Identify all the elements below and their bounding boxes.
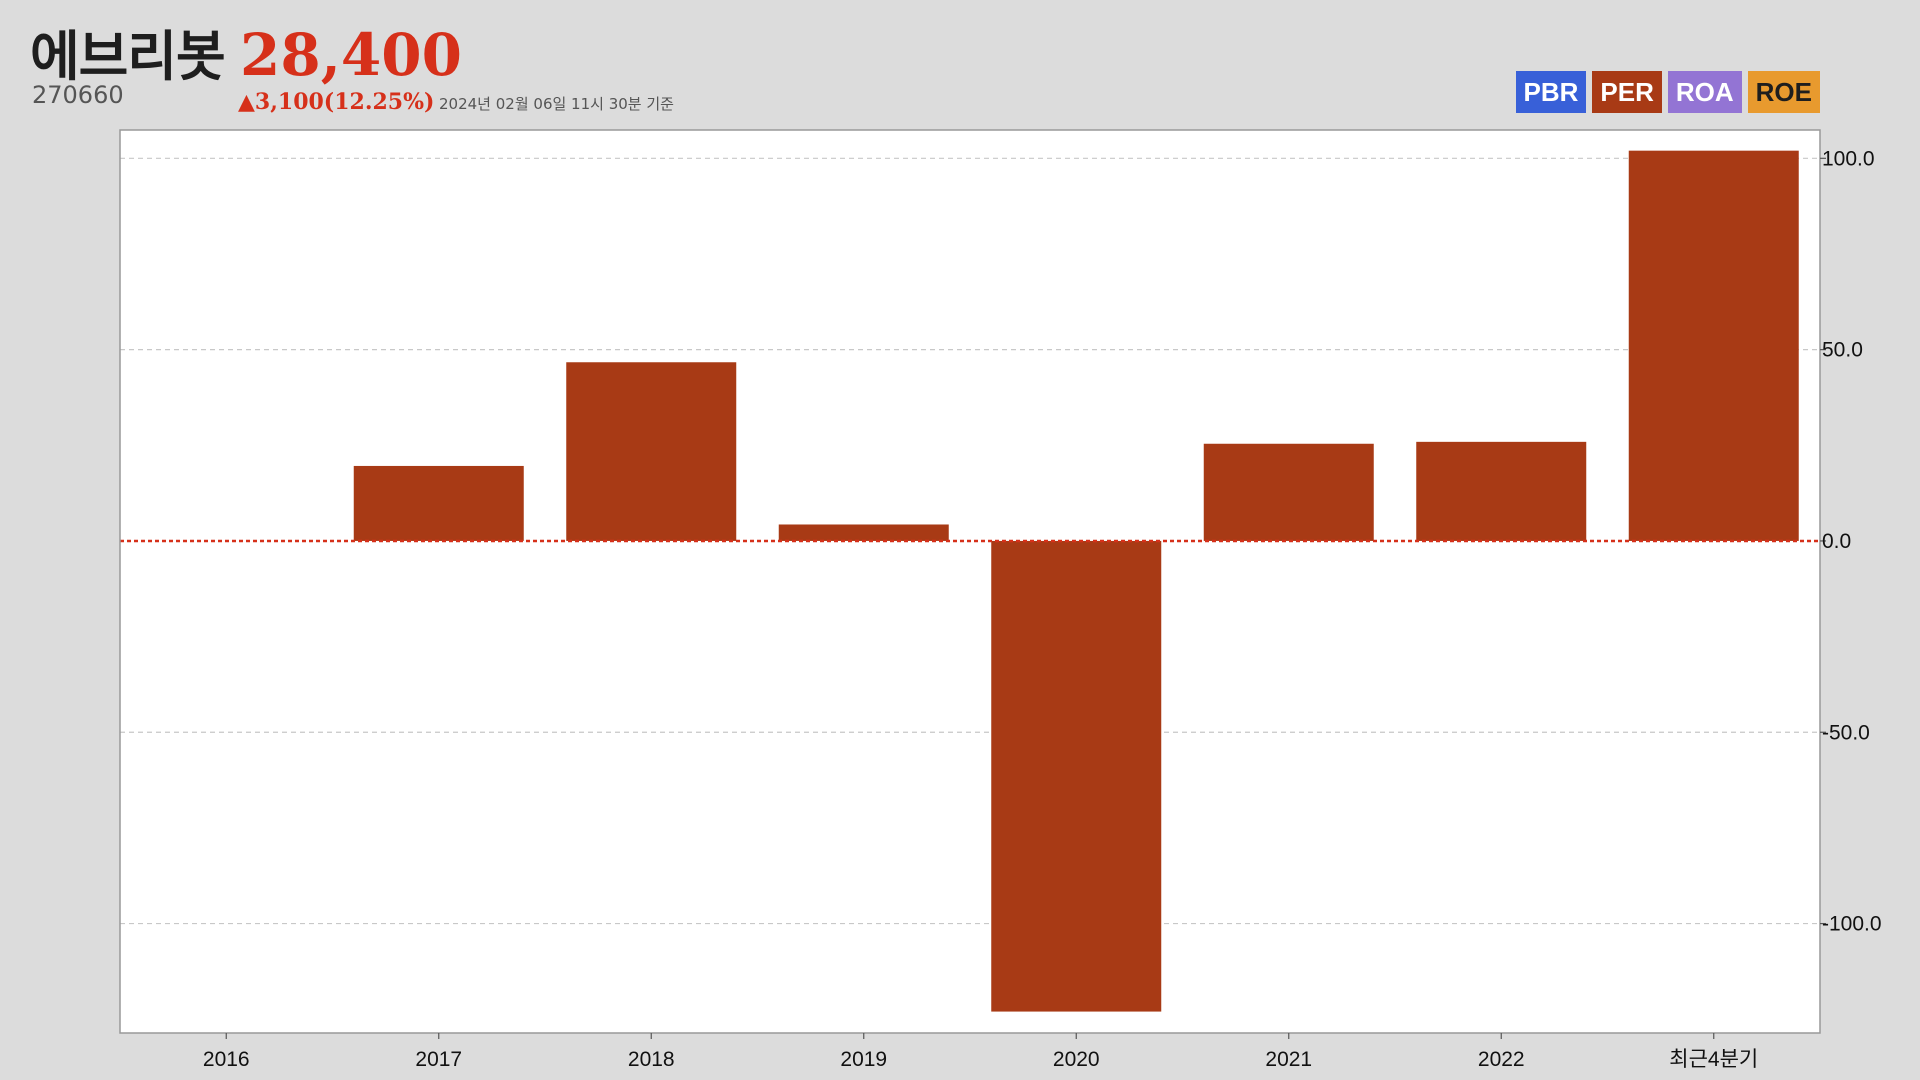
- bar-2022: [1416, 441, 1587, 541]
- plot-area: [120, 130, 1820, 1033]
- y-tick-label: 0.0: [1822, 530, 1851, 553]
- y-tick-label: 50.0: [1822, 339, 1863, 362]
- bar-2018: [566, 362, 737, 541]
- x-tick-label: 2022: [1478, 1048, 1525, 1071]
- tab-pbr[interactable]: PBR: [1515, 71, 1587, 113]
- bar-2017: [353, 465, 524, 541]
- company-name: 에브리봇: [30, 25, 226, 88]
- y-axis: 100.0 50.0 0.0 -50.0 -100.0: [1820, 147, 1882, 936]
- x-tick-label: 최근4분기: [1669, 1048, 1758, 1071]
- x-tick-label: 2020: [1053, 1048, 1100, 1071]
- tab-per[interactable]: PER: [1592, 71, 1662, 113]
- bar-최근4분기: [1628, 150, 1799, 541]
- bars: [353, 150, 1799, 1012]
- plot-frame: [119, 129, 1821, 1034]
- y-tick-label: -50.0: [1822, 721, 1870, 744]
- x-tick-label: 2016: [203, 1048, 250, 1071]
- metric-tabs: PBR PER ROA ROE: [1515, 71, 1820, 113]
- stock-price: 28,400: [240, 21, 462, 89]
- x-tick-label: 2017: [415, 1048, 462, 1071]
- bar-2019: [778, 524, 949, 541]
- x-tick-label: 2019: [840, 1048, 887, 1071]
- bar-2020: [991, 540, 1162, 1012]
- timestamp: 2024년 02월 06일 11시 30분 기준: [439, 95, 674, 113]
- x-axis: 2016 2017 2018 2019 2020 2021 2022 최근4분기: [203, 1033, 1758, 1071]
- y-tick-label: -100.0: [1822, 913, 1882, 936]
- y-tick-label: 100.0: [1822, 147, 1875, 170]
- price-change: ▲3,100(12.25%): [238, 89, 435, 115]
- stock-code: 270660: [32, 81, 124, 109]
- bar-2021: [1203, 443, 1374, 541]
- tab-roa[interactable]: ROA: [1667, 71, 1742, 113]
- x-tick-label: 2021: [1265, 1048, 1312, 1071]
- x-tick-label: 2018: [628, 1048, 675, 1071]
- tab-roe[interactable]: ROE: [1747, 71, 1820, 113]
- grid-lines: [120, 157, 1820, 925]
